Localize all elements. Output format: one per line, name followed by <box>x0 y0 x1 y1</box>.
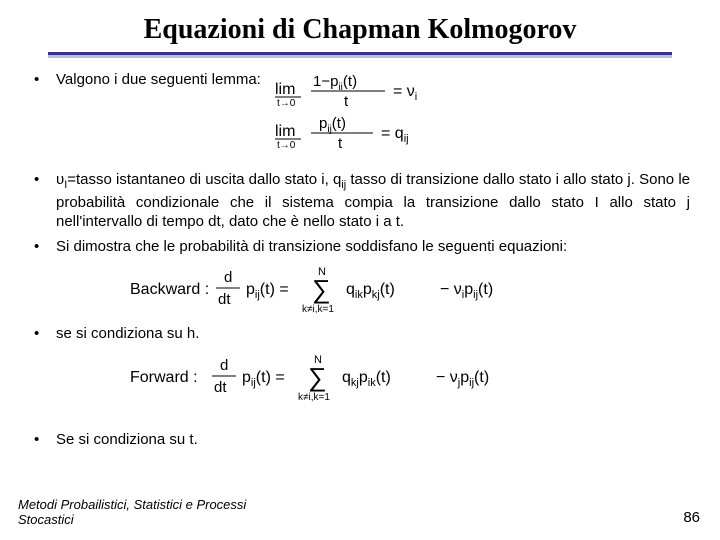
lemma1-formula: lim t→0 1−pii(t) t = νi <box>275 70 465 112</box>
svg-text:lim: lim <box>275 123 295 140</box>
bullet-list-2: se si condiziona su h. <box>30 324 690 343</box>
page-number: 86 <box>683 509 700 526</box>
bullet-2-text: υI=tasso istantaneo di uscita dallo stat… <box>56 171 690 230</box>
title-rule <box>48 52 672 58</box>
svg-text:qkjpik(t): qkjpik(t) <box>342 369 391 389</box>
svg-text:t: t <box>344 93 349 110</box>
bullet-5: Se si condiziona su t. <box>30 430 690 449</box>
svg-text:= qij: = qij <box>381 125 409 145</box>
svg-text:dt: dt <box>218 291 231 308</box>
svg-text:dt: dt <box>214 379 227 396</box>
svg-text:pij(t) =: pij(t) = <box>246 281 289 301</box>
svg-text:∑: ∑ <box>308 362 327 392</box>
bullet-3-text: Si dimostra che le probabilità di transi… <box>56 238 567 255</box>
bullet-3: Si dimostra che le probabilità di transi… <box>30 237 690 256</box>
lemma2-formula: lim t→0 pij(t) t = qij <box>275 112 465 154</box>
footer-text: Metodi Probailistici, Statistici e Proce… <box>18 497 278 528</box>
bullet-list: Valgono i due seguenti lemma: lim t→0 1−… <box>30 70 690 256</box>
svg-text:t: t <box>338 135 343 152</box>
bullet-4: se si condiziona su h. <box>30 324 690 343</box>
svg-text:− νipij(t): − νipij(t) <box>440 281 493 301</box>
svg-text:Forward :: Forward : <box>130 369 198 386</box>
bullet-5-text: Se si condiziona su t. <box>56 431 198 448</box>
svg-text:k≠i,k=1: k≠i,k=1 <box>302 304 334 315</box>
svg-text:lim: lim <box>275 81 295 98</box>
forward-equation: Forward : d dt pij(t) = N ∑ k≠i,k=1 qkjp… <box>30 350 690 404</box>
lemma-formulas: lim t→0 1−pii(t) t = νi lim t→0 pij(t) <box>275 70 690 154</box>
svg-text:Backward :: Backward : <box>130 281 209 298</box>
backward-equation: Backward : d dt pij(t) = N ∑ k≠i,k=1 qik… <box>30 262 690 316</box>
svg-text:∑: ∑ <box>312 274 331 304</box>
bullet-1-text: Valgono i due seguenti lemma: <box>56 70 261 89</box>
svg-text:1−pii(t): 1−pii(t) <box>313 73 357 93</box>
bullet-list-3: Se si condiziona su t. <box>30 430 690 449</box>
svg-text:d: d <box>224 269 232 286</box>
svg-text:d: d <box>220 357 228 374</box>
slide: Equazioni di Chapman Kolmogorov Valgono … <box>0 0 720 540</box>
svg-text:− νjpij(t): − νjpij(t) <box>436 369 489 389</box>
bullet-1: Valgono i due seguenti lemma: lim t→0 1−… <box>30 70 690 164</box>
svg-text:k≠i,k=1: k≠i,k=1 <box>298 392 330 403</box>
svg-text:t→0: t→0 <box>277 98 296 109</box>
bullet-4-text: se si condiziona su h. <box>56 325 199 342</box>
slide-title: Equazioni di Chapman Kolmogorov <box>30 14 690 46</box>
svg-text:= νi: = νi <box>393 83 417 103</box>
svg-text:t→0: t→0 <box>277 140 296 151</box>
svg-text:pij(t) =: pij(t) = <box>242 369 285 389</box>
svg-text:qikpkj(t): qikpkj(t) <box>346 281 395 301</box>
bullet-2: υI=tasso istantaneo di uscita dallo stat… <box>30 170 690 231</box>
svg-text:pij(t): pij(t) <box>319 115 346 135</box>
